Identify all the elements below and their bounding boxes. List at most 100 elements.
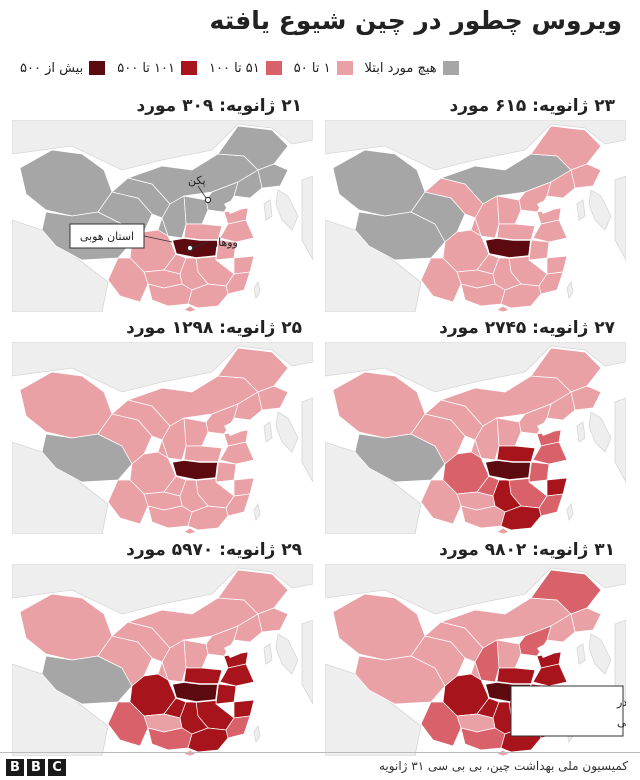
- province-yunnan: [107, 701, 149, 747]
- panel-title-jan25: ۲۵ ژانویه: ۱۲۹۸ مورد: [126, 318, 302, 338]
- legend-label: هیچ مورد ابتلا: [364, 60, 437, 76]
- legend-swatch: [89, 61, 106, 75]
- province-anhui: [215, 461, 237, 483]
- province-hainan: [496, 305, 510, 312]
- province-heilong: [217, 347, 289, 393]
- legend-item-none: هیچ مورد ابتلا: [365, 61, 459, 76]
- page-title: ویروس چطور در چین شیوع یافته: [209, 6, 622, 35]
- japan-korea: [576, 411, 612, 453]
- hubei-outline: [483, 459, 532, 481]
- hubei-annotation-line1: بیش از ۵۸۰۰ مورد در: [616, 696, 626, 709]
- map-jan23: [325, 120, 626, 312]
- panel-title-jan23: ۲۳ ژانویه: ۶۱۵ مورد: [449, 96, 615, 116]
- hubei-outline: [483, 237, 532, 259]
- footer: B B C کمیسیون ملی بهداشت چین، بی بی سی ۳…: [0, 752, 640, 780]
- japan-korea: [576, 633, 612, 675]
- wuhan-marker: [186, 244, 194, 252]
- province-anhui: [528, 239, 550, 261]
- province-tibet: [41, 433, 133, 483]
- japan-korea: [263, 411, 299, 453]
- panel-title-jan31: ۳۱ ژانویه: ۹۸۰۲ مورد: [439, 540, 615, 560]
- legend-swatch: [265, 61, 282, 75]
- province-hainan: [496, 749, 510, 756]
- province-henan: [496, 223, 536, 241]
- legend-swatch: [180, 61, 197, 75]
- hubei-outline: [170, 681, 219, 703]
- beijing-marker: [204, 196, 212, 204]
- province-yunnan: [420, 479, 462, 525]
- province-yunnan: [420, 701, 462, 747]
- hubei-outline: [170, 459, 219, 481]
- legend-label: ۵۱ تا ۱۰۰: [208, 60, 260, 76]
- province-jiangsu: [532, 441, 568, 465]
- province-guangdong: [187, 505, 229, 531]
- legend-item-1-50: ۱ تا ۵۰: [294, 61, 353, 76]
- bbc-letter: B: [6, 759, 24, 776]
- province-anhui: [528, 461, 550, 483]
- hubei-annotation-box: [510, 685, 624, 737]
- legend-item-101-500: ۱۰۱ تا ۵۰۰: [117, 61, 197, 76]
- province-henan: [183, 445, 223, 463]
- map-jan25: [12, 342, 313, 534]
- province-henan: [496, 445, 536, 463]
- legend-item-51-100: ۵۱ تا ۱۰۰: [209, 61, 282, 76]
- legend-label: بیش از ۵۰۰: [20, 60, 84, 76]
- bohai-sea: [224, 198, 240, 214]
- province-henan: [183, 667, 223, 685]
- province-heilong: [530, 125, 602, 171]
- bbc-logo: B B C: [6, 759, 69, 776]
- panel-title-jan29: ۲۹ ژانویه: ۵۹۷۰ مورد: [126, 540, 302, 560]
- hubei-label-box: [69, 223, 145, 249]
- province-tibet: [354, 211, 446, 261]
- province-heilong: [217, 569, 289, 615]
- province-heilong: [217, 125, 289, 171]
- wuhan-label: ووهان: [210, 236, 238, 249]
- province-jiangsu: [532, 663, 568, 687]
- bohai-sea: [537, 198, 553, 214]
- china-map-svg: [12, 342, 313, 534]
- taiwan: [566, 502, 574, 522]
- province-yunnan: [107, 479, 149, 525]
- legend-item-500plus: بیش از ۵۰۰: [20, 60, 106, 76]
- japan-korea: [263, 633, 299, 675]
- hubei-annotation-line2: استان هوبی: [617, 716, 626, 729]
- province-jiangsu: [219, 219, 255, 243]
- panel-title-jan27: ۲۷ ژانویه: ۲۷۴۵ مورد: [439, 318, 615, 338]
- province-hainan: [496, 527, 510, 534]
- taiwan: [566, 280, 574, 300]
- legend-swatch: [336, 61, 353, 75]
- map-jan31: بیش از ۵۸۰۰ مورد در استان هوبی: [325, 564, 626, 756]
- province-jiangsu: [219, 663, 255, 687]
- province-hainan: [183, 305, 197, 312]
- province-tibet: [354, 433, 446, 483]
- taiwan: [253, 280, 261, 300]
- china-map-svg: [325, 342, 626, 534]
- hubei-label: استان هوبی: [80, 230, 134, 243]
- china-map-svg: بیش از ۵۸۰۰ مورد در استان هوبی: [325, 564, 626, 756]
- china-map-svg: [325, 120, 626, 312]
- legend-label: ۱ تا ۵۰: [293, 60, 331, 76]
- legend: بیش از ۵۰۰ ۱۰۱ تا ۵۰۰ ۵۱ تا ۱۰۰ ۱ تا ۵۰ …: [8, 56, 628, 80]
- bbc-letter: B: [27, 759, 45, 776]
- province-heilong: [530, 347, 602, 393]
- china-map-svg: پکن ووهان استان هوبی: [12, 120, 313, 312]
- map-jan29: [12, 564, 313, 756]
- bbc-letter: C: [48, 759, 66, 776]
- map-jan27: [325, 342, 626, 534]
- map-jan21: پکن ووهان استان هوبی: [12, 120, 313, 312]
- beijing-label: پکن: [188, 174, 206, 187]
- hubei-outline: [170, 237, 219, 259]
- panel-title-jan21: ۲۱ ژانویه: ۳۰۹ مورد: [136, 96, 302, 116]
- province-anhui: [215, 683, 237, 705]
- china-map-svg: [12, 564, 313, 756]
- taiwan: [253, 724, 261, 744]
- province-yunnan: [420, 257, 462, 303]
- province-tibet: [41, 655, 133, 705]
- bohai-sea: [537, 642, 553, 658]
- source-text: کمیسیون ملی بهداشت چین، بی بی سی ۳۱ ژانو…: [379, 759, 628, 773]
- taiwan: [253, 502, 261, 522]
- province-jiangsu: [219, 441, 255, 465]
- japan-korea: [576, 189, 612, 231]
- province-hainan: [183, 527, 197, 534]
- province-guangdong: [500, 505, 542, 531]
